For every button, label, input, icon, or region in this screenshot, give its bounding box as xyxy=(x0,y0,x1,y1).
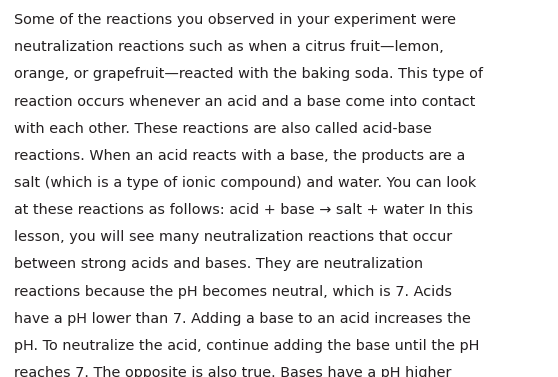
Text: orange, or grapefruit—reacted with the baking soda. This type of: orange, or grapefruit—reacted with the b… xyxy=(14,67,483,81)
Text: reactions because the pH becomes neutral, which is 7. Acids: reactions because the pH becomes neutral… xyxy=(14,285,452,299)
Text: at these reactions as follows: acid + base → salt + water In this: at these reactions as follows: acid + ba… xyxy=(14,203,473,217)
Text: lesson, you will see many neutralization reactions that occur: lesson, you will see many neutralization… xyxy=(14,230,452,244)
Text: between strong acids and bases. They are neutralization: between strong acids and bases. They are… xyxy=(14,257,423,271)
Text: salt (which is a type of ionic compound) and water. You can look: salt (which is a type of ionic compound)… xyxy=(14,176,476,190)
Text: pH. To neutralize the acid, continue adding the base until the pH: pH. To neutralize the acid, continue add… xyxy=(14,339,479,353)
Text: reactions. When an acid reacts with a base, the products are a: reactions. When an acid reacts with a ba… xyxy=(14,149,465,163)
Text: Some of the reactions you observed in your experiment were: Some of the reactions you observed in yo… xyxy=(14,13,456,27)
Text: reaction occurs whenever an acid and a base come into contact: reaction occurs whenever an acid and a b… xyxy=(14,95,475,109)
Text: neutralization reactions such as when a citrus fruit—lemon,: neutralization reactions such as when a … xyxy=(14,40,444,54)
Text: have a pH lower than 7. Adding a base to an acid increases the: have a pH lower than 7. Adding a base to… xyxy=(14,312,471,326)
Text: reaches 7. The opposite is also true. Bases have a pH higher: reaches 7. The opposite is also true. Ba… xyxy=(14,366,451,377)
Text: with each other. These reactions are also called acid-base: with each other. These reactions are als… xyxy=(14,122,432,136)
